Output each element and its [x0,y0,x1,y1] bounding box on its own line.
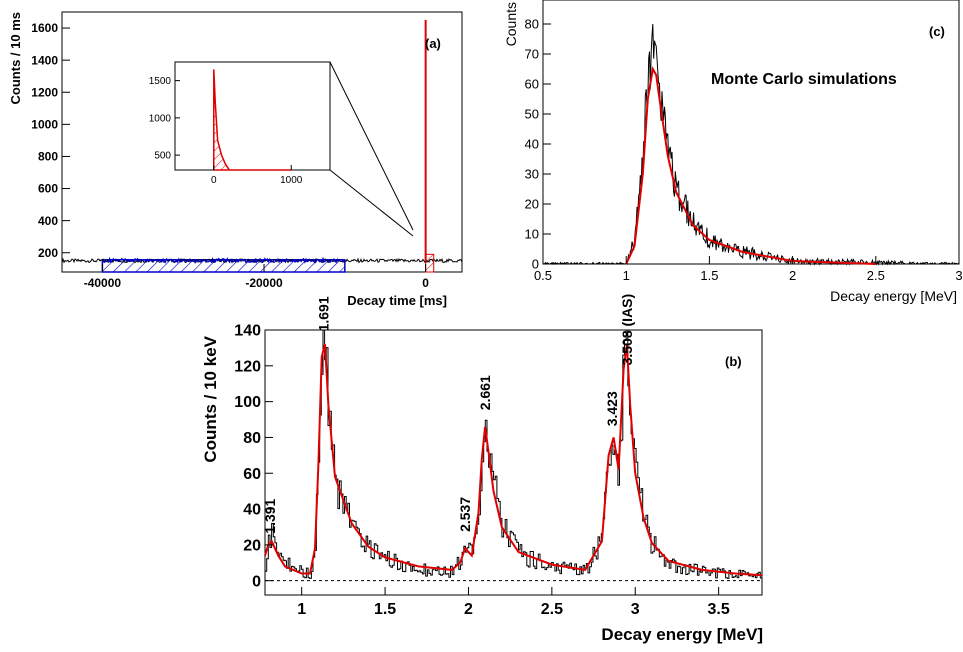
series-histogram [542,23,960,266]
panel-b-frame [264,329,763,596]
x-tick-label: 2.5 [541,601,563,618]
y-tick-label: 120 [234,358,261,375]
y-tick-label: 1400 [31,53,58,67]
y-tick-label: 1000 [149,113,172,124]
y-tick-label: 200 [38,246,58,260]
y-tick-label: 30 [525,167,539,182]
x-tick-label: 3 [955,268,962,283]
x-tick-label: 2 [789,268,796,283]
panel-b-xlabel: Decay energy [MeV] [601,625,763,644]
peak-label: 3.423 [604,391,620,426]
y-tick-label: 70 [525,47,539,62]
x-tick-label: 1 [623,268,630,283]
panel-c-xlabel: Decay energy [MeV] [830,288,957,304]
series-fit [264,344,763,577]
y-tick-label: 40 [243,502,261,519]
y-tick-label: 1500 [149,76,172,87]
x-tick-label: 0 [422,276,429,290]
y-tick-label: 20 [243,537,261,554]
peak-label: 3.508 (IAS) [619,294,635,366]
panel-a: -40000 -20000 0 200 400 600 800 1000 1200 1400 160… [8,11,463,308]
y-tick-label: 140 [234,323,261,340]
y-tick-label: 20 [525,197,539,212]
y-tick-label: 0 [252,573,261,590]
zoom-line-bottom [329,169,414,237]
x-tick-label: 3 [631,601,640,618]
decay-hatch [425,253,435,273]
peak-label: 2.537 [457,497,473,532]
y-tick-label: 0 [532,257,539,272]
y-tick-label: 500 [154,151,171,162]
inset-frame [174,61,331,171]
panel-b-label: (b) [725,354,742,369]
x-tick-label: 2 [464,601,473,618]
x-tick-label: 1000 [280,175,303,186]
x-tick-label: 1.5 [374,601,396,618]
x-tick-label: 1.5 [700,268,718,283]
panel-c-ylabel: Counts [503,2,519,46]
x-tick-label: 1 [297,601,306,618]
inset-series-decay [212,69,292,171]
y-tick-label: 40 [525,137,539,152]
x-tick-label: -40000 [84,276,122,290]
peak-label: 1.391 [262,498,278,533]
panel-c-frame [542,0,960,265]
y-tick-label: 10 [525,227,539,242]
x-tick-label: -20000 [245,276,283,290]
x-tick-label: 3.5 [708,601,730,618]
series-fit [625,66,876,265]
zoom-line-top [329,61,414,231]
panel-b: 1 1.5 2 2.5 3 3.5 0 20 40 60 80 100 120 140 1.391 1.69… [201,294,763,644]
panel-c-label: (c) [929,24,945,39]
series-histogram [265,329,763,581]
y-tick-label: 100 [234,394,261,411]
y-tick-label: 1200 [31,85,58,99]
x-tick-label: 0.5 [534,268,552,283]
y-tick-label: 600 [38,182,58,196]
series-background-window [102,256,345,264]
y-tick-label: 1600 [31,21,58,35]
panel-a-xlabel: Decay time [ms] [347,293,447,308]
panel-c-annotation: Monte Carlo simulations [711,71,897,88]
y-tick-label: 800 [38,150,58,164]
peak-label: 1.691 [315,296,331,331]
peak-label: 2.661 [477,375,493,410]
y-tick-label: 80 [525,17,539,32]
y-tick-label: 400 [38,214,58,228]
panel-a-ylabel: Counts / 10 ms [8,12,23,104]
panel-a-label: (a) [425,36,441,51]
y-tick-label: 50 [525,107,539,122]
y-tick-label: 80 [243,430,261,447]
x-tick-label: 2.5 [867,268,885,283]
y-tick-label: 1000 [31,118,58,132]
panel-b-ylabel: Counts / 10 keV [201,335,220,462]
x-tick-label: 0 [211,175,217,186]
y-tick-label: 60 [525,77,539,92]
y-tick-label: 60 [243,466,261,483]
